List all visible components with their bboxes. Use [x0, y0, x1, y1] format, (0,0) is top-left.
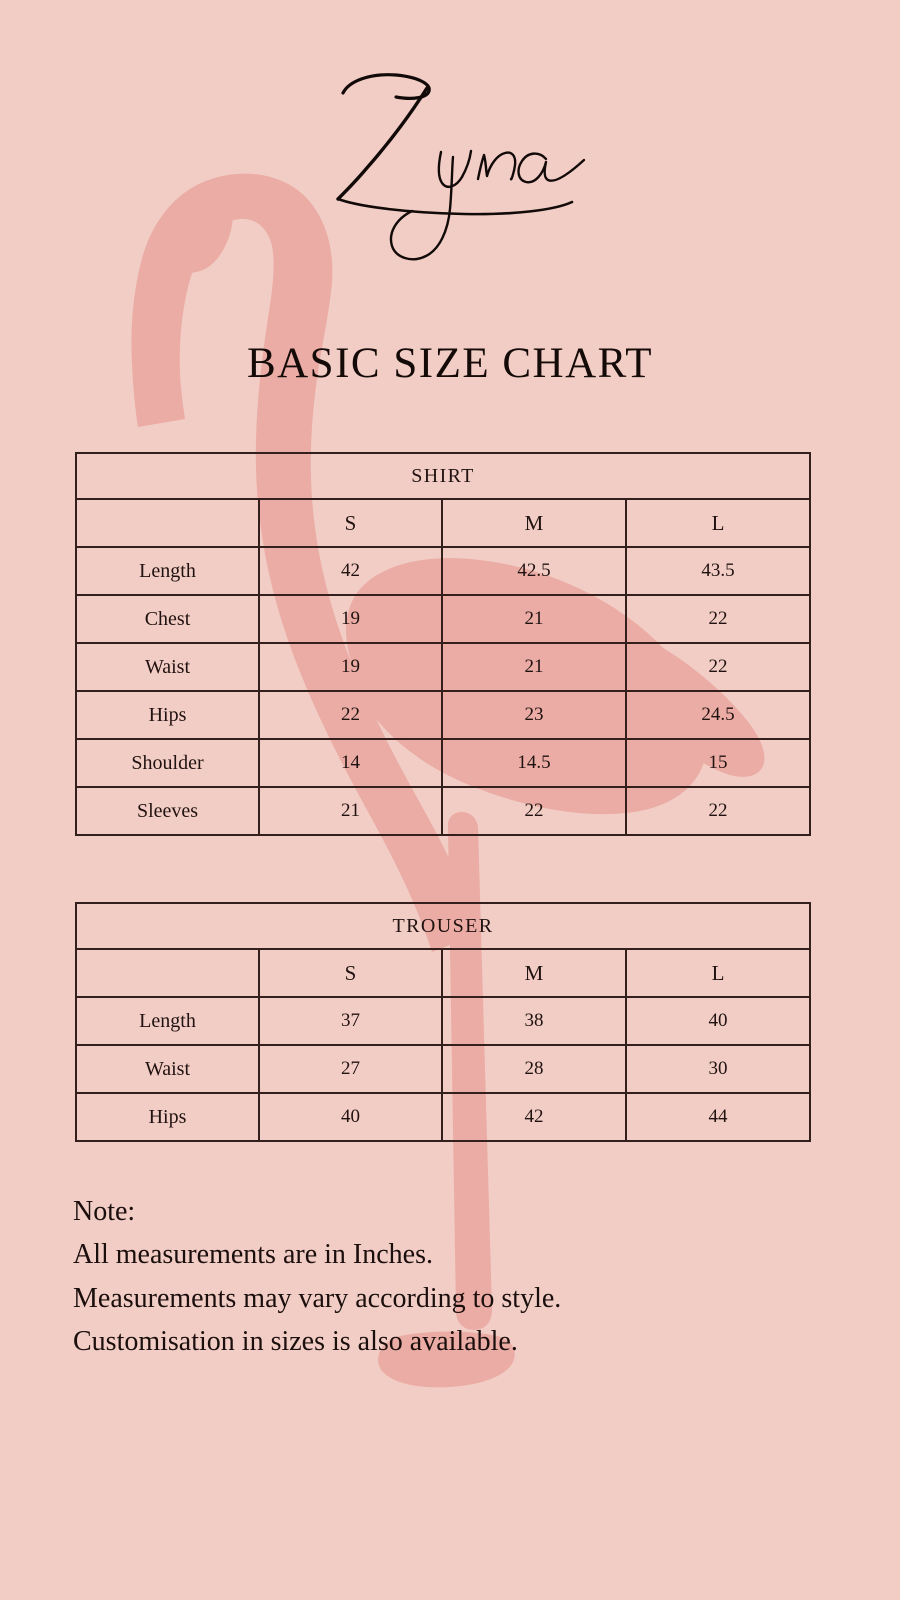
note-heading: Note: [73, 1196, 136, 1227]
cell-m: 42 [441, 1092, 627, 1142]
cell-l: 44 [625, 1092, 811, 1142]
cell-l: 40 [625, 996, 811, 1046]
row-label: Length [75, 996, 260, 1046]
row-label: Shoulder [75, 738, 260, 788]
table-row: Hips 40 42 44 [75, 1092, 811, 1142]
table-header-row: S M L [75, 948, 811, 998]
header-size-s: S [258, 948, 443, 998]
cell-m: 22 [441, 786, 627, 836]
note-line-2: Measurements may vary according to style… [73, 1282, 562, 1314]
table-row: Waist 19 21 22 [75, 642, 812, 692]
table-row: Sleeves 21 22 22 [75, 786, 812, 836]
row-label: Waist [75, 1044, 260, 1094]
table-row: Length 42 42.5 43.5 [75, 546, 812, 596]
brand-logo [0, 62, 900, 272]
cell-s: 19 [258, 642, 443, 692]
cell-s: 21 [258, 786, 443, 836]
shirt-table-title: SHIRT [74, 452, 812, 500]
row-label: Length [75, 546, 260, 596]
cell-m: 28 [441, 1044, 627, 1094]
cell-s: 14 [258, 738, 443, 788]
cell-l: 30 [625, 1044, 811, 1094]
cell-l: 15 [624, 738, 812, 788]
cell-s: 27 [258, 1044, 443, 1094]
row-label: Chest [75, 594, 260, 644]
cell-l: 22 [624, 786, 812, 836]
row-label: Hips [75, 1092, 260, 1142]
cell-s: 19 [258, 594, 443, 644]
cell-l: 43.5 [624, 546, 812, 596]
zyna-wordmark-icon [336, 73, 586, 261]
row-label: Hips [75, 690, 260, 740]
header-size-l: L [624, 498, 812, 548]
cell-l: 22 [624, 594, 812, 644]
table-row: Chest 19 21 22 [75, 594, 812, 644]
trouser-size-table: TROUSER S M L Length 37 38 40 Waist 27 2… [75, 902, 811, 1142]
table-row: Waist 27 28 30 [75, 1044, 811, 1094]
header-blank [75, 498, 260, 548]
header-size-m: M [441, 948, 627, 998]
table-row: Hips 22 23 24.5 [75, 690, 812, 740]
cell-l: 22 [624, 642, 812, 692]
row-label: Sleeves [75, 786, 260, 836]
note-block: Note: All measurements are in Inches. Me… [73, 1190, 813, 1364]
cell-l: 24.5 [624, 690, 812, 740]
header-blank [75, 948, 260, 998]
table-row: Shoulder 14 14.5 15 [75, 738, 812, 788]
cell-m: 14.5 [441, 738, 627, 788]
trouser-table-title: TROUSER [75, 902, 811, 950]
header-size-s: S [258, 498, 443, 548]
cell-s: 40 [258, 1092, 443, 1142]
header-size-l: L [625, 948, 811, 998]
table-title-row: TROUSER [75, 902, 811, 950]
page-title: BASIC SIZE CHART [246, 340, 654, 387]
cell-m: 23 [441, 690, 627, 740]
cell-s: 22 [258, 690, 443, 740]
note-line-1: All measurements are in Inches. [73, 1239, 433, 1271]
cell-m: 38 [441, 996, 627, 1046]
cell-m: 42.5 [441, 546, 627, 596]
cell-m: 21 [441, 594, 627, 644]
cell-s: 37 [258, 996, 443, 1046]
shirt-size-table: SHIRT S M L Length 42 42.5 43.5 Chest 19… [74, 452, 812, 836]
cell-s: 42 [258, 546, 443, 596]
header-size-m: M [441, 498, 627, 548]
table-row: Length 37 38 40 [75, 996, 811, 1046]
row-label: Waist [75, 642, 260, 692]
note-line-3: Customisation in sizes is also available… [73, 1326, 518, 1358]
cell-m: 21 [441, 642, 627, 692]
table-header-row: S M L [75, 498, 812, 548]
table-title-row: SHIRT [74, 452, 812, 500]
